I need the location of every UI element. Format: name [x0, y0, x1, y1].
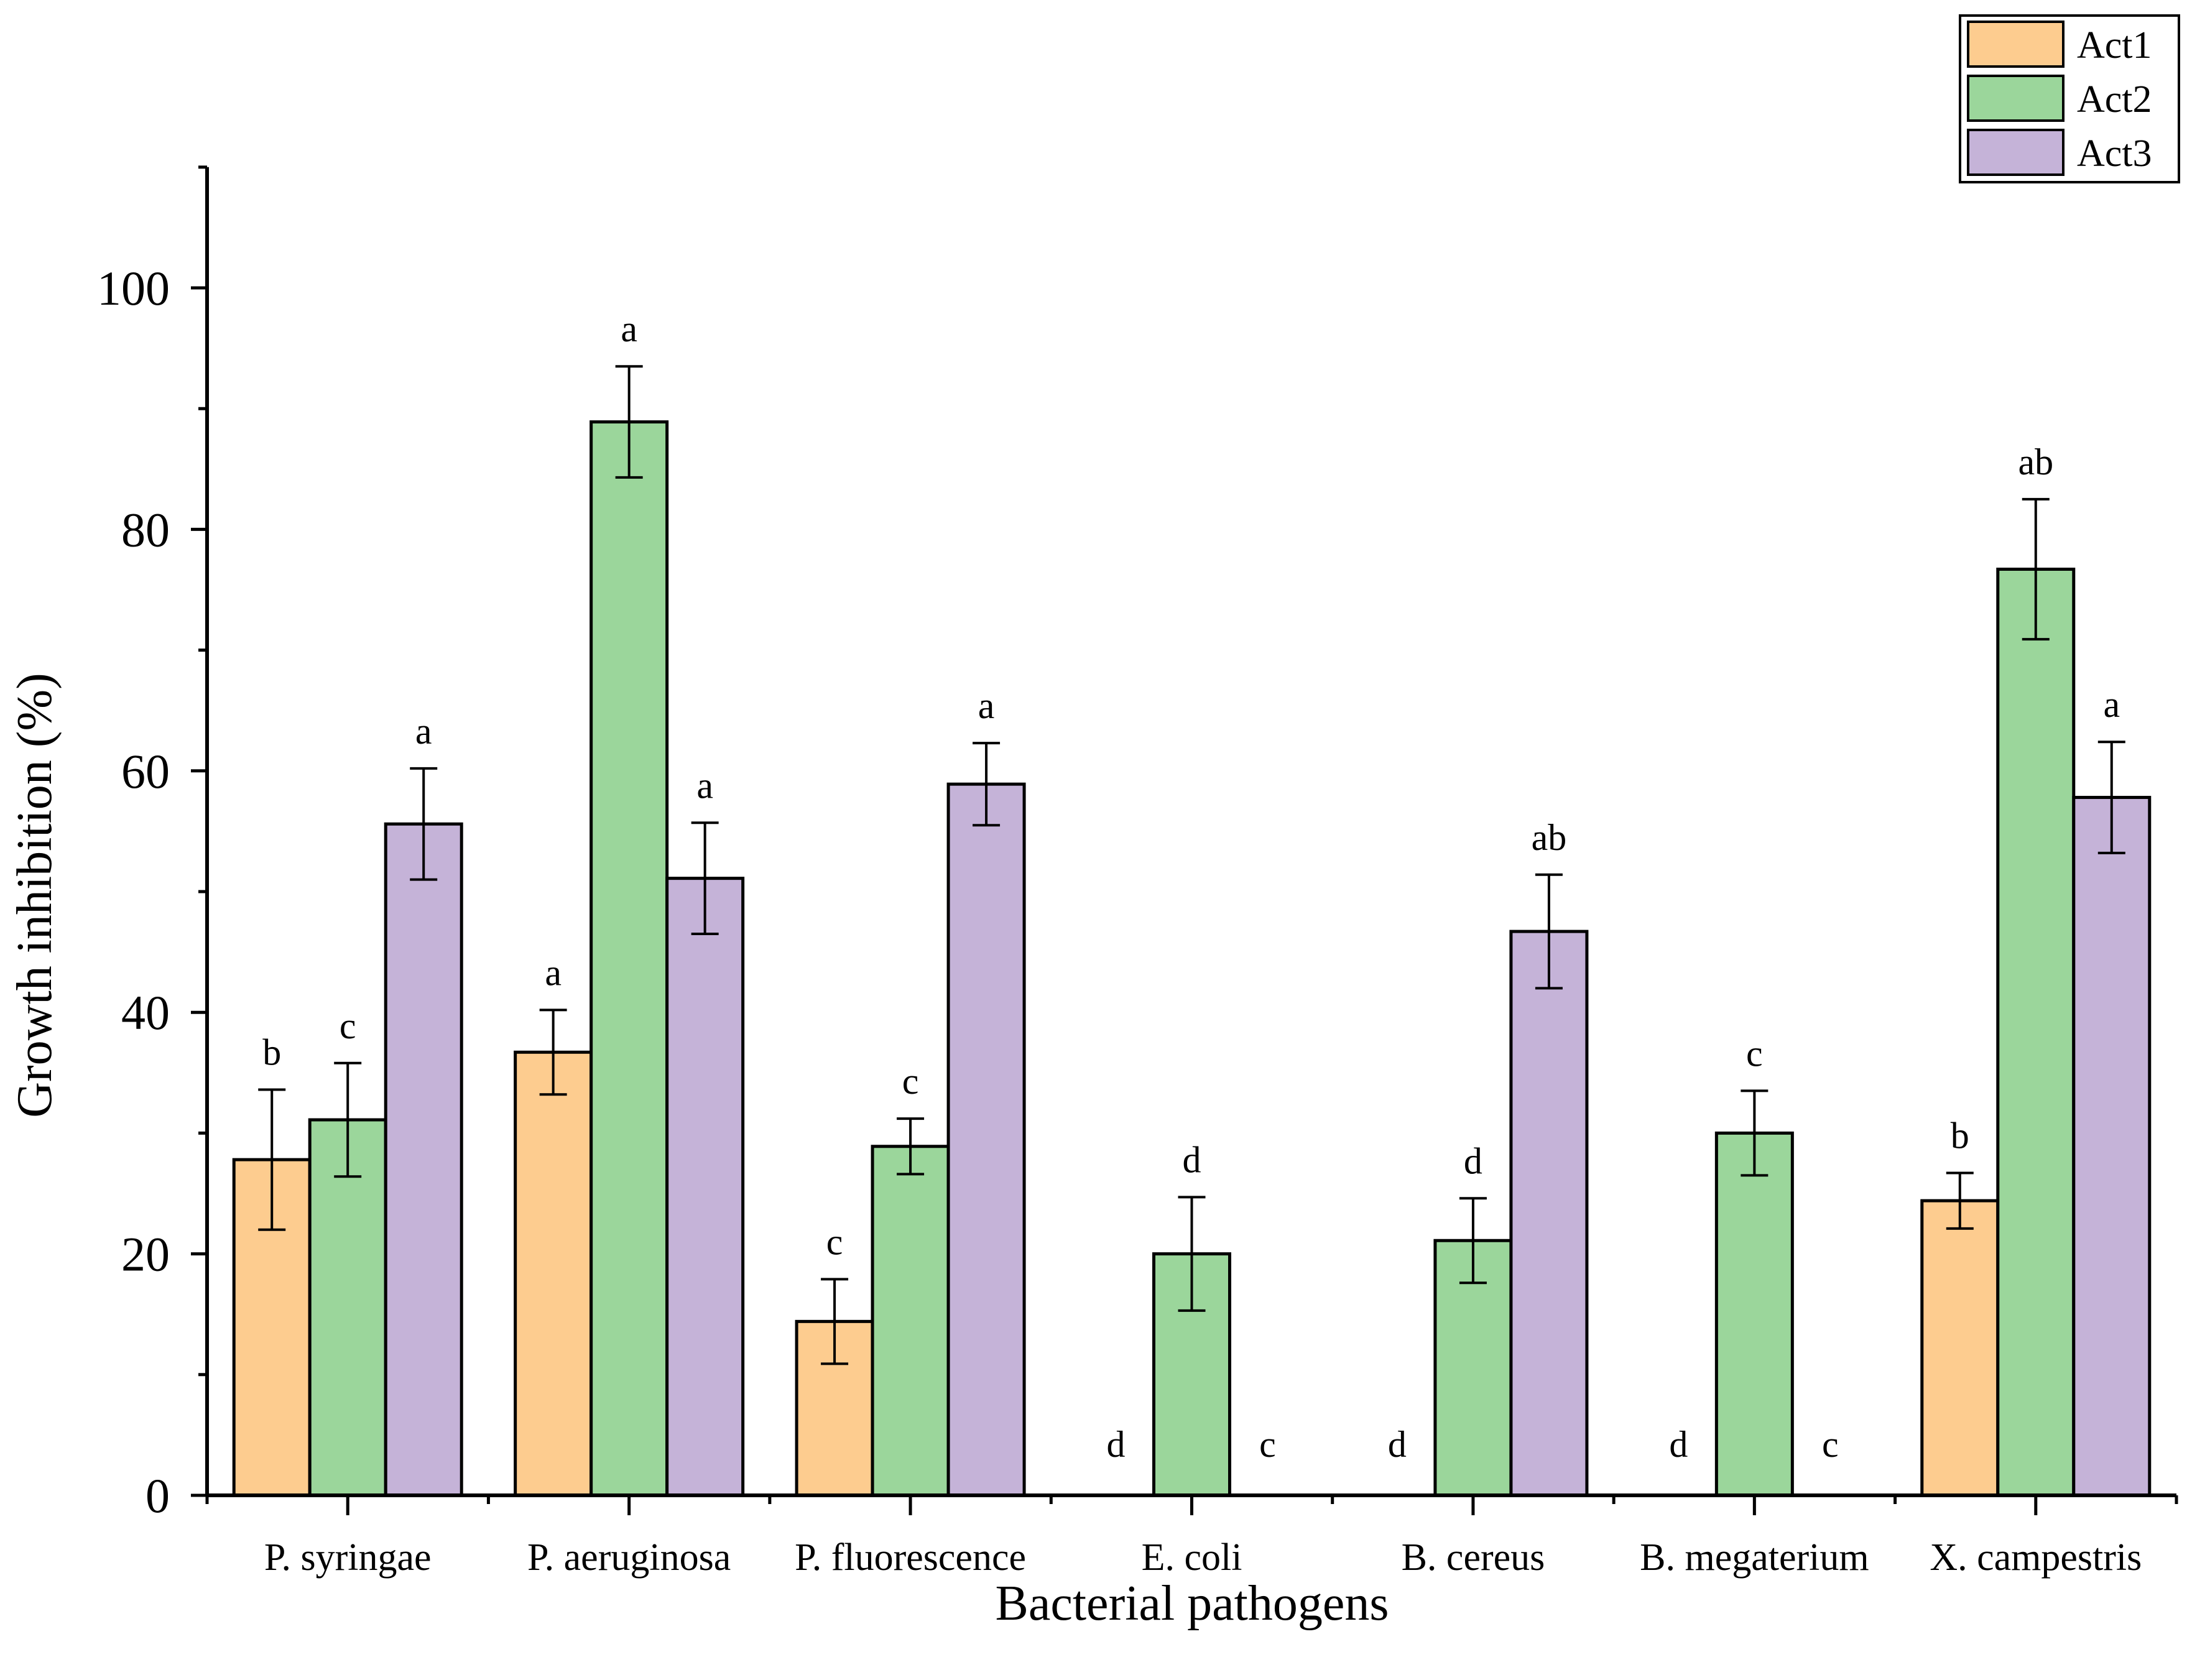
significance-letter: a — [978, 685, 995, 726]
bar-act1-7 — [1920, 1199, 2000, 1497]
y-tick-label: 100 — [97, 261, 170, 315]
legend-swatch-act2 — [1967, 75, 2064, 122]
bar-act3-7 — [2072, 796, 2152, 1497]
significance-letter: a — [415, 711, 432, 752]
y-tick-label: 40 — [121, 985, 170, 1040]
significance-letter: c — [1746, 1033, 1763, 1074]
bar-act3-2 — [665, 877, 745, 1497]
significance-letter: a — [621, 308, 637, 349]
bar-act2-7 — [1996, 567, 2076, 1497]
significance-letter: a — [2103, 684, 2120, 725]
x-tick-label: B. megaterium — [1640, 1536, 1869, 1579]
significance-letter: c — [1822, 1424, 1839, 1465]
x-tick-label: P. syringae — [264, 1536, 432, 1579]
significance-letter: c — [902, 1061, 919, 1102]
x-axis-title: Bacterial pathogens — [995, 1576, 1389, 1631]
significance-letter: c — [340, 1005, 356, 1046]
legend-label-act2: Act2 — [2077, 78, 2152, 121]
significance-letter: b — [1951, 1115, 1969, 1156]
y-tick-label: 0 — [146, 1469, 170, 1523]
significance-letter: b — [262, 1032, 281, 1073]
y-tick-label: 80 — [121, 502, 170, 556]
significance-letter: a — [545, 952, 562, 993]
significance-letter: d — [1107, 1424, 1126, 1465]
axes: 0 20 40 60 80 100 P. syringae P. aeruginosa P. f… — [97, 165, 2178, 1579]
significance-letter: ab — [1532, 817, 1567, 858]
legend-swatch-act3 — [1967, 129, 2064, 176]
significance-letter: d — [1388, 1424, 1407, 1465]
significance-letter: c — [1259, 1424, 1276, 1465]
significance-letter: a — [696, 765, 713, 806]
x-tick-label: P. fluorescence — [795, 1536, 1026, 1579]
significance-letter: d — [1464, 1140, 1482, 1181]
significance-letter: ab — [2018, 441, 2053, 482]
x-tick-label: P. aeruginosa — [527, 1536, 731, 1579]
bar-act1-2 — [514, 1050, 593, 1497]
significance-letter: d — [1183, 1139, 1201, 1180]
significance-letter: d — [1669, 1424, 1688, 1465]
bar-act3-1 — [384, 822, 463, 1497]
y-tick-label: 60 — [121, 744, 170, 798]
y-tick-label: 20 — [121, 1227, 170, 1281]
legend-label-act1: Act1 — [2077, 24, 2152, 67]
legend-swatch-act1 — [1967, 21, 2064, 68]
y-axis-title: Growth inhibition (%) — [7, 673, 62, 1117]
legend: Act1 Act2 Act3 — [1959, 14, 2180, 183]
bar-act2-2 — [590, 420, 669, 1497]
legend-label-act3: Act3 — [2077, 132, 2152, 175]
plot-area: b c a a a a c c a d d c d d ab d c c b ab a — [232, 308, 2152, 1497]
significance-letter: c — [826, 1221, 843, 1262]
x-tick-label: E. coli — [1142, 1536, 1242, 1579]
bar-act3-5 — [1509, 930, 1589, 1497]
x-tick-label: X. campestris — [1930, 1536, 2142, 1579]
bar-act2-6 — [1714, 1131, 1794, 1497]
x-tick-label: B. cereus — [1402, 1536, 1545, 1579]
bar-act2-3 — [871, 1145, 950, 1497]
bar-act3-3 — [946, 782, 1026, 1497]
